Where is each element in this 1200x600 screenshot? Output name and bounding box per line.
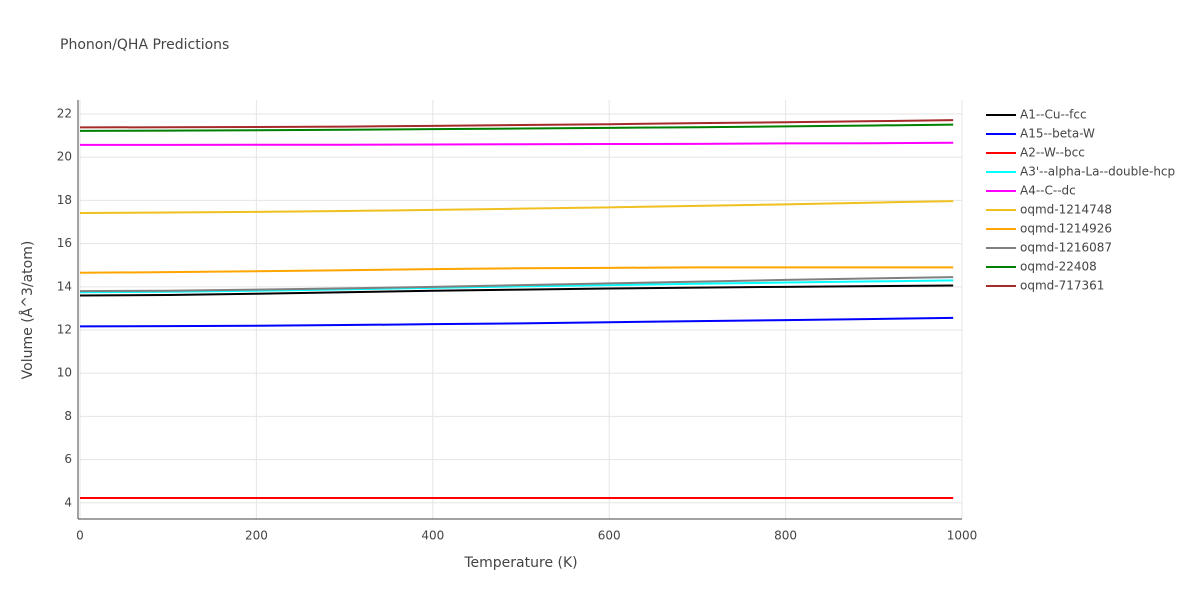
y-tick-label: 14 [57, 279, 72, 293]
legend-label: oqmd-717361 [1020, 279, 1104, 293]
line [79, 279, 954, 294]
y-tick-label: 10 [57, 366, 72, 380]
y-tick-label: 20 [57, 150, 72, 164]
legend-label: A4--C--dc [1020, 184, 1076, 198]
x-axis-label: Temperature (K) [463, 555, 577, 571]
y-tick-label: 12 [57, 323, 72, 337]
legend-label: oqmd-1214748 [1020, 203, 1112, 217]
y-tick-label: 4 [64, 495, 72, 509]
x-tick-label: 800 [774, 529, 797, 543]
x-tick-label: 600 [598, 529, 621, 543]
legend-label: oqmd-1216087 [1020, 241, 1112, 255]
legend-label: oqmd-1214926 [1020, 222, 1112, 236]
y-tick-label: 6 [64, 452, 72, 466]
y-tick-label: 22 [57, 107, 72, 121]
x-tick-label: 400 [421, 529, 444, 543]
line [80, 141, 954, 146]
line [79, 276, 954, 293]
legend-label: A1--Cu--fcc [1020, 108, 1087, 122]
line [79, 266, 954, 274]
line [79, 119, 954, 129]
legend-label: A2--W--bcc [1020, 146, 1085, 160]
x-tick-label: 1000 [947, 529, 978, 543]
y-tick-label: 18 [57, 193, 72, 207]
x-tick-label: 0 [76, 529, 84, 543]
y-tick-label: 8 [64, 409, 72, 423]
y-tick-label: 16 [57, 236, 72, 250]
line [79, 200, 954, 214]
legend-label: oqmd-22408 [1020, 260, 1097, 274]
chart-title: Phonon/QHA Predictions [60, 37, 229, 53]
legend-label: A15--beta-W [1020, 127, 1095, 141]
line [79, 123, 954, 132]
y-axis-label: Volume (Å^3/atom) [19, 241, 36, 380]
line [79, 284, 954, 297]
legend-label: A3'--alpha-La--double-hcp [1020, 165, 1175, 179]
line [79, 316, 954, 328]
x-tick-label: 200 [245, 529, 268, 543]
